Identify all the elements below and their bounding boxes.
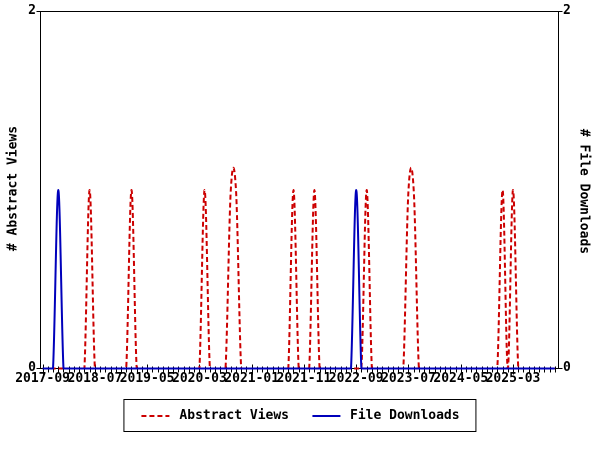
y-tick-label-left-max: 2 xyxy=(28,3,36,18)
legend-item-file-downloads: File Downloads xyxy=(311,408,460,423)
x-tick-label: 2019-05 xyxy=(119,371,175,386)
y-axis-label-left: # Abstract Views xyxy=(5,125,21,252)
y-tick-label-right-max: 2 xyxy=(563,3,571,18)
x-tick-label: 2020-03 xyxy=(171,371,227,386)
x-tick-label: 2022-09 xyxy=(328,371,384,386)
x-tick-label: 2018-07 xyxy=(67,371,123,386)
series-line-file-downloads xyxy=(42,189,555,370)
x-tick-label: 2021-01 xyxy=(224,371,280,386)
y-axis-label-right: # File Downloads xyxy=(576,128,592,255)
legend-label-file-downloads: File Downloads xyxy=(350,408,460,423)
dashed-line-sample-icon xyxy=(141,414,170,417)
x-tick-label: 2025-03 xyxy=(485,371,541,386)
legend: Abstract Views File Downloads xyxy=(123,399,477,432)
x-tick-label: 2017-09 xyxy=(15,371,70,386)
x-tick-label: 2021-11 xyxy=(276,371,332,386)
legend-label-abstract-views: Abstract Views xyxy=(179,408,289,423)
y-tick-label-left-min: 0 xyxy=(28,360,36,375)
series-line-abstract-views xyxy=(42,166,555,370)
y-tick-label-right-min: 0 xyxy=(563,360,571,375)
legend-item-abstract-views: Abstract Views xyxy=(140,408,289,423)
solid-line-sample-icon xyxy=(312,414,340,417)
x-tick-label: 2023-07 xyxy=(381,371,436,386)
x-tick-label: 2024-05 xyxy=(433,371,489,386)
